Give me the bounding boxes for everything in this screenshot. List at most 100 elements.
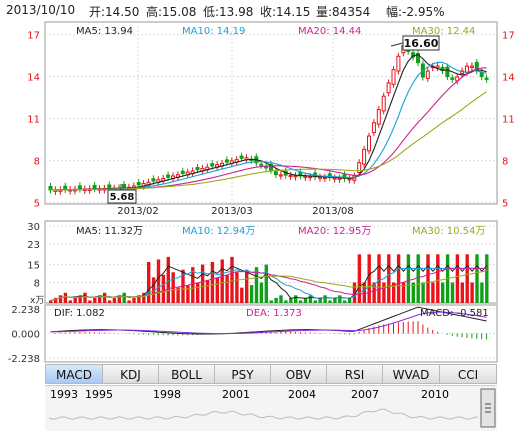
candle-body [288, 174, 293, 178]
candle-body [367, 135, 371, 152]
volume-bar [313, 300, 317, 303]
volume-bar [338, 295, 342, 303]
price-ma10-label: MA10: 14.19 [182, 26, 245, 37]
tab-boll[interactable]: BOLL [158, 364, 215, 384]
volume-bar [450, 282, 455, 303]
volume-bar [343, 300, 347, 303]
volume-bar [249, 285, 254, 303]
volume-bar [196, 282, 200, 303]
candle-body [396, 55, 401, 72]
volume-bar [377, 254, 381, 303]
candle-body [484, 77, 489, 80]
candle-body [107, 184, 112, 189]
volume-bar [396, 254, 401, 303]
volume-bar [460, 282, 464, 303]
x-tick-2013-02: 2013/02 [117, 206, 159, 217]
price-y-tick: 17 [27, 31, 40, 42]
price-y-tick: 11 [502, 115, 515, 126]
tab-obv[interactable]: OBV [270, 364, 327, 384]
timeline-svg [48, 388, 496, 428]
volume-bar [308, 295, 313, 303]
indicator-tabs: MACD KDJ BOLL PSY OBV RSI WVAD CCI [45, 364, 497, 384]
candle-body [264, 166, 269, 169]
volume-ma20-label: MA20: 12.95万 [298, 226, 371, 237]
candle-body [425, 70, 430, 79]
volume-bar [200, 264, 205, 303]
tab-macd[interactable]: MACD [45, 364, 103, 384]
volume-bar [137, 295, 141, 303]
tab-kdj[interactable]: KDJ [102, 364, 159, 384]
volume-bar [406, 254, 411, 303]
macd-value-label: MACD: -0.581 [420, 308, 489, 319]
volume-bar [264, 264, 268, 303]
candle-body [322, 176, 327, 180]
macd-lines [50, 306, 487, 335]
volume-bar [323, 295, 327, 303]
candle-body [347, 178, 352, 181]
price-y-tick: 5 [502, 199, 508, 210]
volume-bar [333, 297, 337, 303]
quote-high: 高:15.08 [146, 5, 197, 19]
timeline-year: 2004 [288, 388, 316, 401]
candle-body [411, 52, 416, 58]
volume-bar [63, 292, 68, 303]
volume-y-tick: 8 [34, 279, 40, 290]
candle-body [210, 163, 215, 167]
candle-body [224, 159, 229, 163]
price-y-axis-right: 17 14 11 8 5 [502, 31, 515, 210]
volume-bar [362, 282, 366, 303]
tab-cci[interactable]: CCI [439, 364, 497, 384]
volume-bar [156, 259, 161, 303]
volume-bar [117, 295, 121, 303]
volume-bar [98, 295, 102, 303]
volume-bar [68, 300, 72, 303]
candle-body [259, 163, 264, 166]
price-ma20-label: MA20: 14.44 [298, 26, 361, 37]
candle-body [92, 184, 97, 190]
candle-body [63, 185, 68, 191]
volume-bar [347, 297, 352, 303]
macd-dea-label: DEA: 1.373 [246, 308, 302, 319]
quote-info-bar: 2013/10/10 开:14.50 高:15.08 低:13.98 收:14.… [0, 0, 520, 20]
candle-body [293, 175, 298, 178]
volume-bar [132, 297, 136, 303]
timeline-navigator[interactable]: 1993 1995 1998 2001 2004 2007 2010 [45, 385, 497, 431]
volume-bar [392, 282, 396, 303]
volume-bar [426, 254, 430, 303]
volume-unit-label: x万 [30, 296, 44, 306]
candle-body [195, 166, 200, 171]
tab-rsi[interactable]: RSI [326, 364, 383, 384]
volume-y-tick: 30 [27, 222, 40, 233]
max-price-label: 16.60 [404, 37, 439, 50]
timeline-year: 2010 [421, 388, 449, 401]
volume-bar [220, 259, 224, 303]
candle-body [450, 77, 455, 80]
volume-bar [78, 295, 82, 303]
quote-volume: 量:84354 [316, 5, 371, 19]
volume-y-axis: 30 23 15 8 [27, 222, 40, 289]
volume-y-tick: 15 [27, 261, 40, 272]
max-price-box [402, 35, 440, 51]
volume-bar [372, 282, 376, 303]
x-tick-2013-08: 2013/08 [312, 206, 354, 217]
quote-change: 幅:-2.95% [386, 5, 445, 19]
volume-bar [411, 282, 415, 303]
volume-bar [112, 297, 117, 303]
volume-bar [431, 282, 435, 303]
macd-y-tick: 0.000 [11, 330, 40, 341]
volume-bar [107, 300, 112, 303]
candle-body [337, 177, 342, 180]
candle-body [318, 176, 322, 179]
candle-body [303, 175, 308, 178]
volume-bar [382, 282, 386, 303]
candle-body [362, 148, 367, 165]
candle-body [166, 174, 171, 178]
volume-bar [230, 256, 234, 303]
candle-body [391, 69, 396, 85]
tab-psy[interactable]: PSY [214, 364, 271, 384]
candle-body [273, 171, 278, 176]
price-ma5-label: MA5: 13.94 [76, 26, 133, 37]
tab-wvad[interactable]: WVAD [382, 364, 440, 384]
volume-bar [294, 295, 298, 303]
volume-bar [436, 254, 440, 303]
